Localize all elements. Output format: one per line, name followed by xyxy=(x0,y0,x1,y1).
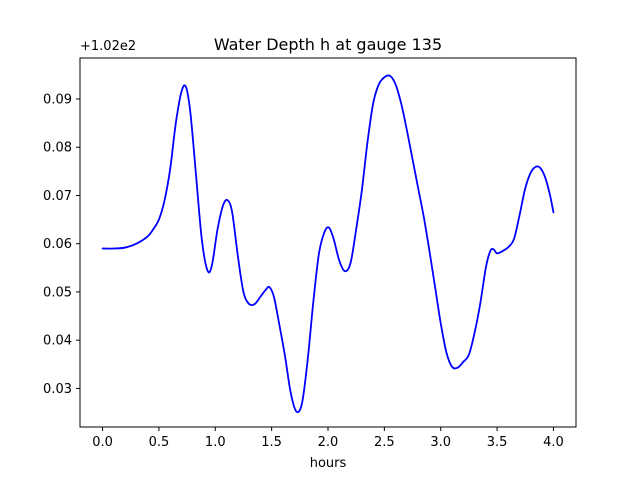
x-axis-label: hours xyxy=(310,456,347,471)
y-tick-label: 0.05 xyxy=(43,285,72,300)
x-tick-label: 1.0 xyxy=(205,435,226,450)
x-tick-label: 0.5 xyxy=(149,435,170,450)
x-tick-label: 2.0 xyxy=(318,435,339,450)
y-axis-offset-label: +1.02e2 xyxy=(80,39,136,54)
x-tick-label: 0.0 xyxy=(92,435,113,450)
y-tick-label: 0.08 xyxy=(43,141,72,156)
series-line-water-depth xyxy=(101,74,555,413)
y-axis-ticks: 0.03 0.04 0.05 0.06 0.07 0.08 0.09 xyxy=(43,93,80,397)
chart-title: Water Depth h at gauge 135 xyxy=(214,35,442,54)
y-tick-label: 0.04 xyxy=(43,334,72,349)
x-tick-label: 3.5 xyxy=(487,435,508,450)
plot-area-frame xyxy=(79,57,577,428)
y-tick-label: 0.09 xyxy=(43,93,72,108)
x-axis-ticks: 0.0 0.5 1.0 1.5 2.0 2.5 3.0 3.5 4.0 xyxy=(92,427,564,450)
x-tick-label: 1.5 xyxy=(261,435,282,450)
x-tick-label: 2.5 xyxy=(374,435,395,450)
x-tick-label: 4.0 xyxy=(543,435,564,450)
y-tick-label: 0.06 xyxy=(43,237,72,252)
y-tick-label: 0.07 xyxy=(43,189,72,204)
x-tick-label: 3.0 xyxy=(430,435,451,450)
y-tick-label: 0.03 xyxy=(43,382,72,397)
